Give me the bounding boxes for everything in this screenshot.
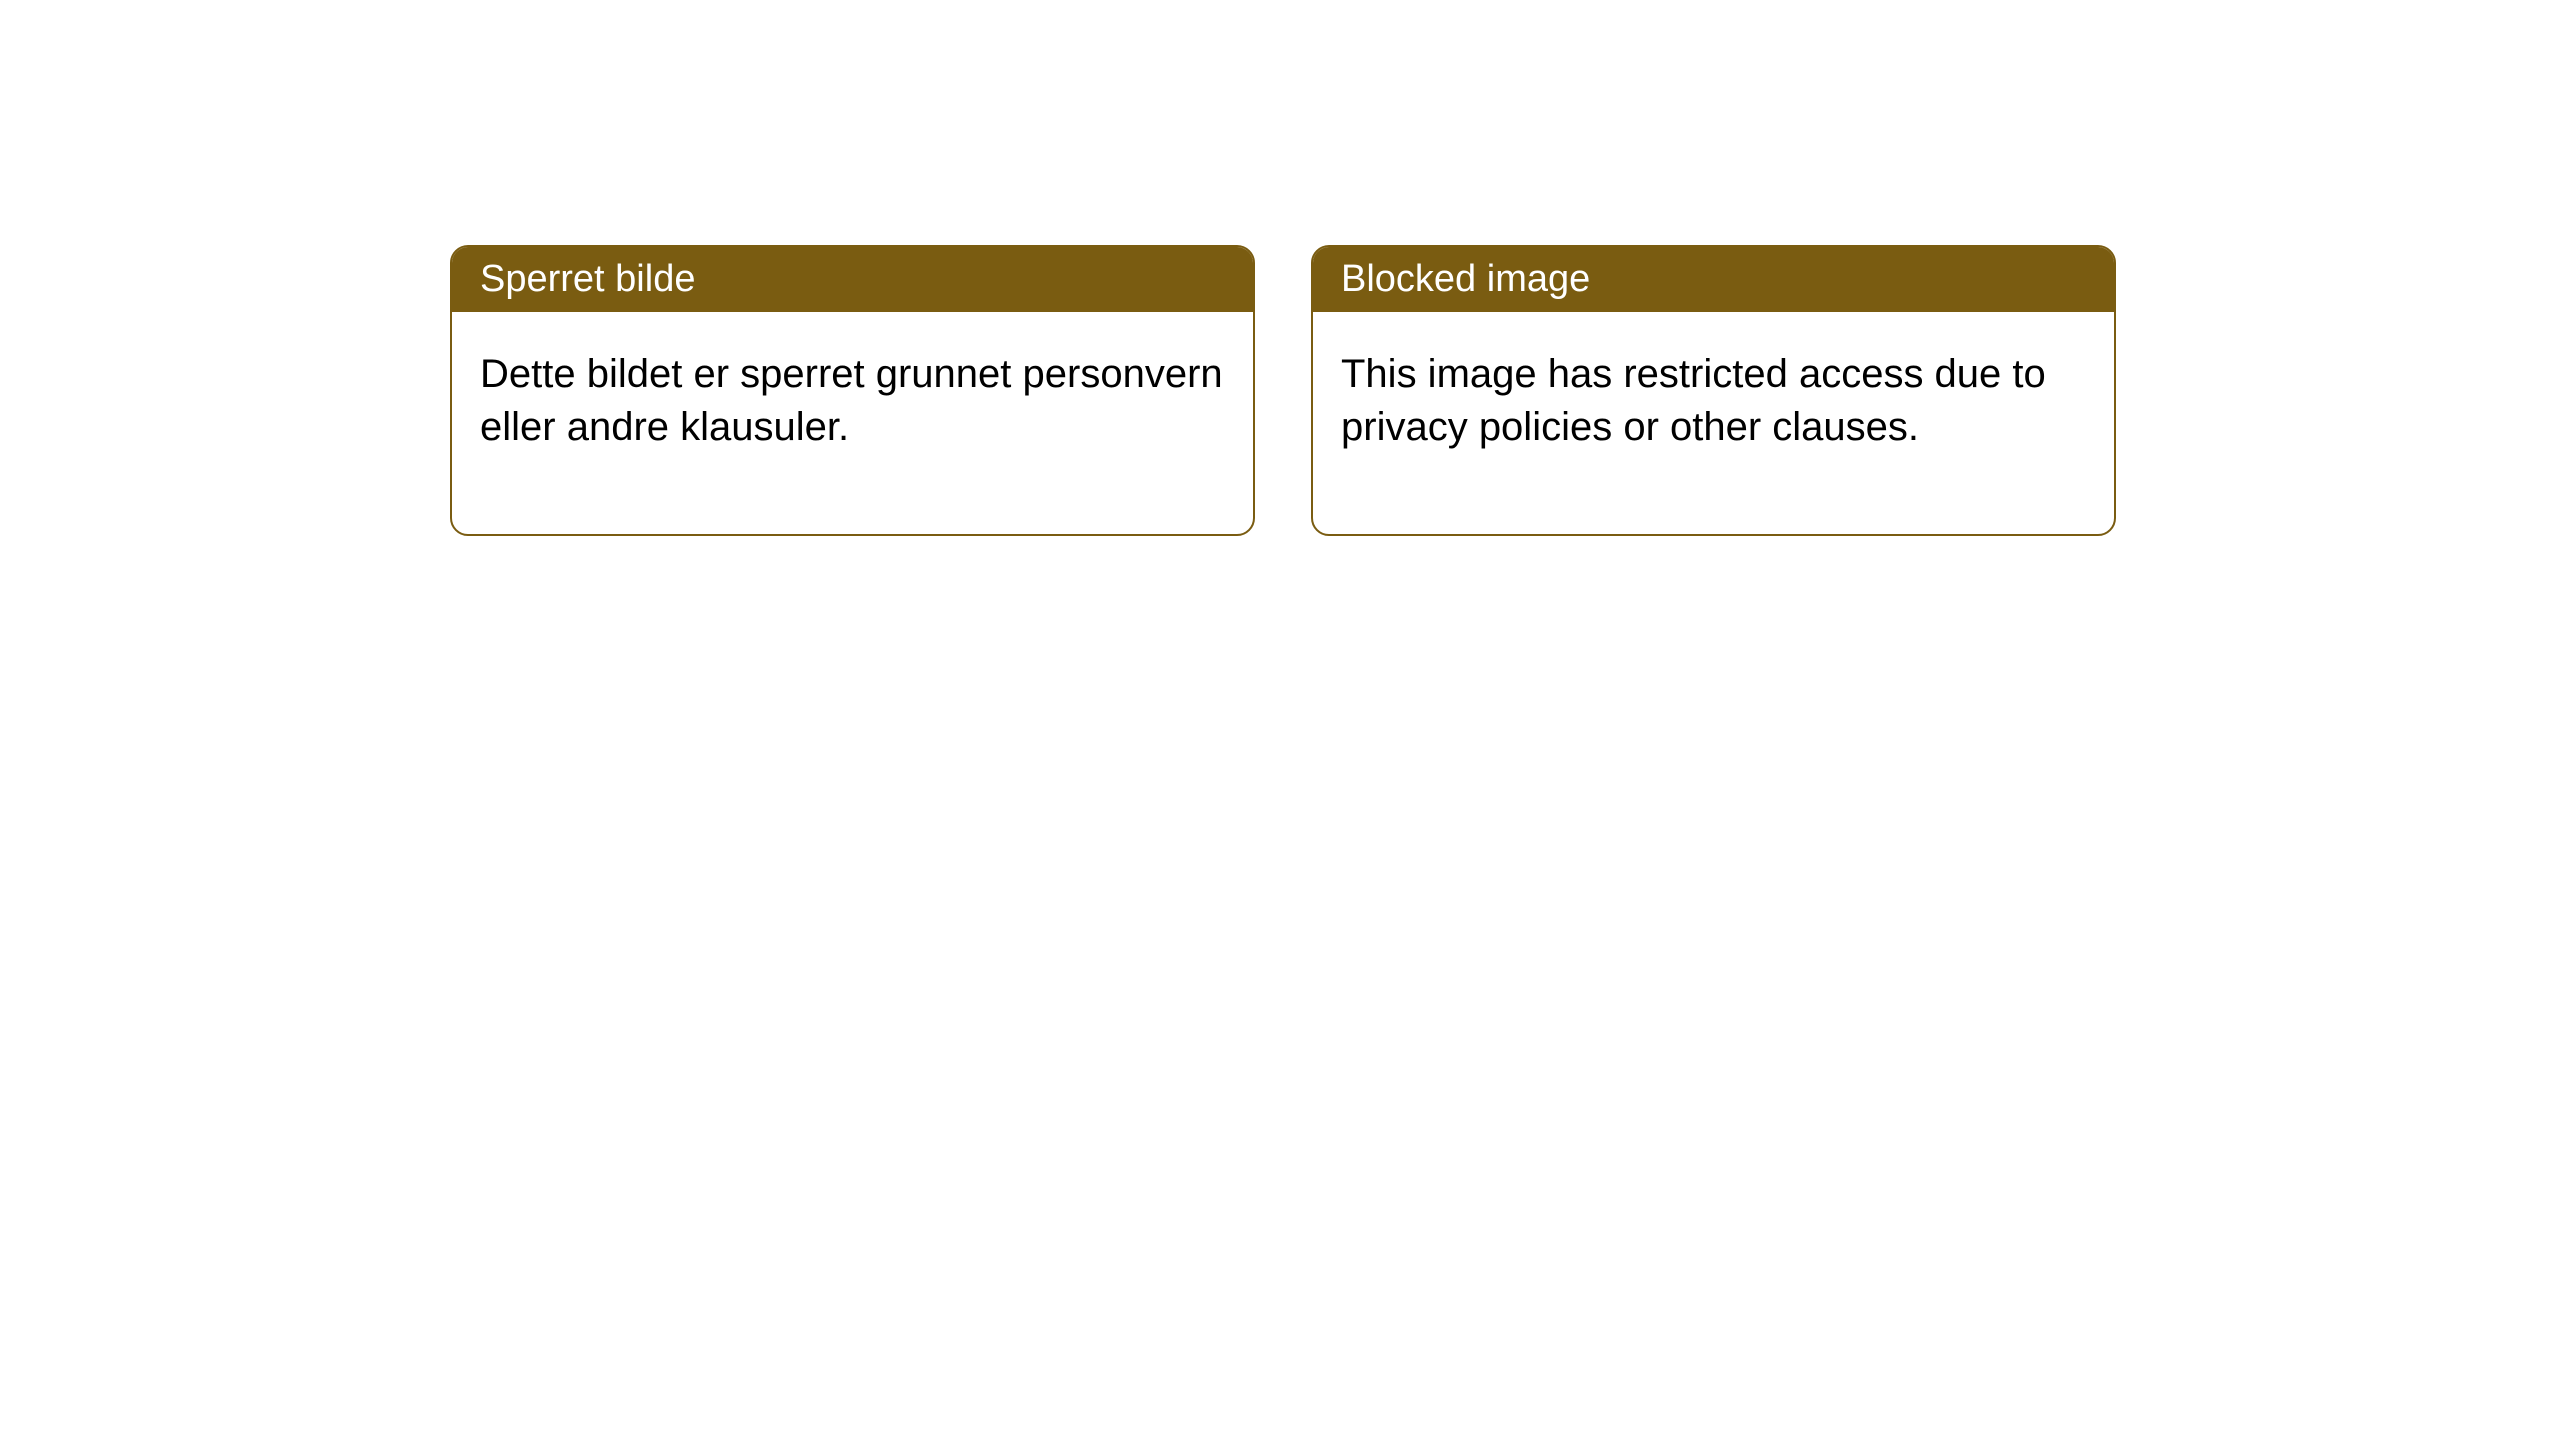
card-title: Blocked image xyxy=(1341,258,1590,300)
card-body-text: This image has restricted access due to … xyxy=(1341,352,2046,449)
notice-card-english: Blocked image This image has restricted … xyxy=(1311,245,2116,536)
notice-container: Sperret bilde Dette bildet er sperret gr… xyxy=(450,245,2116,536)
notice-card-norwegian: Sperret bilde Dette bildet er sperret gr… xyxy=(450,245,1255,536)
card-header: Blocked image xyxy=(1313,247,2114,312)
card-body: This image has restricted access due to … xyxy=(1313,312,2114,534)
card-body-text: Dette bildet er sperret grunnet personve… xyxy=(480,352,1223,449)
card-header: Sperret bilde xyxy=(452,247,1253,312)
card-title: Sperret bilde xyxy=(480,258,695,300)
card-body: Dette bildet er sperret grunnet personve… xyxy=(452,312,1253,534)
